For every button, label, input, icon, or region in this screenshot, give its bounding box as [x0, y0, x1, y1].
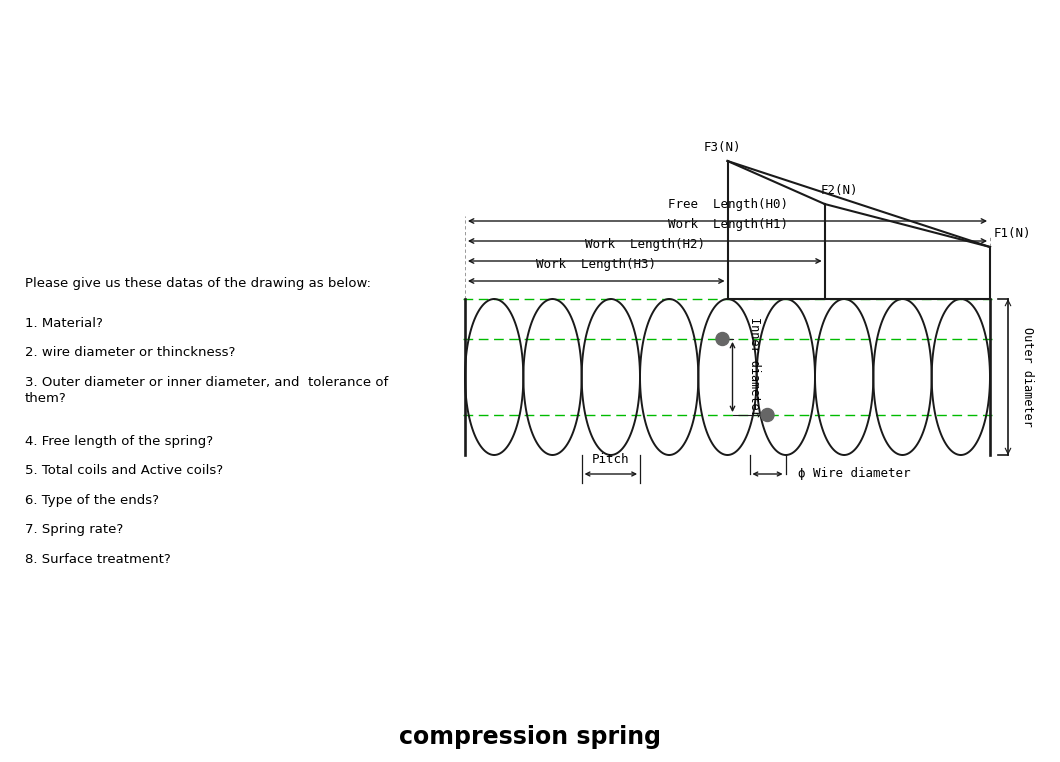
- Text: Work  Length(H1): Work Length(H1): [668, 218, 788, 231]
- Text: 1. Material?: 1. Material?: [25, 317, 103, 330]
- Circle shape: [716, 332, 729, 345]
- Text: Free  Length(H0): Free Length(H0): [668, 198, 788, 211]
- Text: 6. Type of the ends?: 6. Type of the ends?: [25, 494, 159, 507]
- Text: compression spring: compression spring: [399, 725, 661, 749]
- Text: 8. Surface treatment?: 8. Surface treatment?: [25, 553, 171, 566]
- Circle shape: [761, 408, 774, 421]
- Text: Inner diameter: Inner diameter: [748, 317, 761, 417]
- Text: F2(N): F2(N): [820, 184, 859, 197]
- Text: 4. Free length of the spring?: 4. Free length of the spring?: [25, 435, 213, 448]
- Text: F3(N): F3(N): [704, 141, 741, 154]
- Text: 5. Total coils and Active coils?: 5. Total coils and Active coils?: [25, 465, 223, 478]
- Text: Outer diameter: Outer diameter: [1022, 327, 1035, 427]
- Text: Work  Length(H2): Work Length(H2): [585, 238, 705, 251]
- Text: Please give us these datas of the drawing as below:: Please give us these datas of the drawin…: [25, 277, 371, 290]
- Text: Pitch: Pitch: [593, 453, 630, 466]
- Text: 3. Outer diameter or inner diameter, and  tolerance of
them?: 3. Outer diameter or inner diameter, and…: [25, 376, 388, 405]
- Text: Work  Length(H3): Work Length(H3): [536, 258, 656, 271]
- Text: 2. wire diameter or thinckness?: 2. wire diameter or thinckness?: [25, 347, 235, 360]
- Text: F1(N): F1(N): [993, 227, 1030, 240]
- Text: ϕ Wire diameter: ϕ Wire diameter: [797, 468, 909, 481]
- Text: 7. Spring rate?: 7. Spring rate?: [25, 523, 123, 536]
